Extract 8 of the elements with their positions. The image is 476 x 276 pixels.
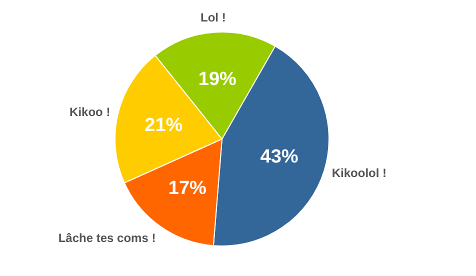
- data-label: 19%: [198, 69, 237, 90]
- slice-label: Lâche tes coms !: [58, 230, 156, 245]
- slice-label: Lol !: [200, 10, 226, 24]
- slice-label: Kikoo !: [70, 104, 110, 119]
- data-label: 43%: [260, 146, 298, 168]
- data-label: 21%: [144, 114, 183, 136]
- data-label: 17%: [168, 178, 207, 200]
- slice-label: Kikoolol !: [332, 166, 387, 180]
